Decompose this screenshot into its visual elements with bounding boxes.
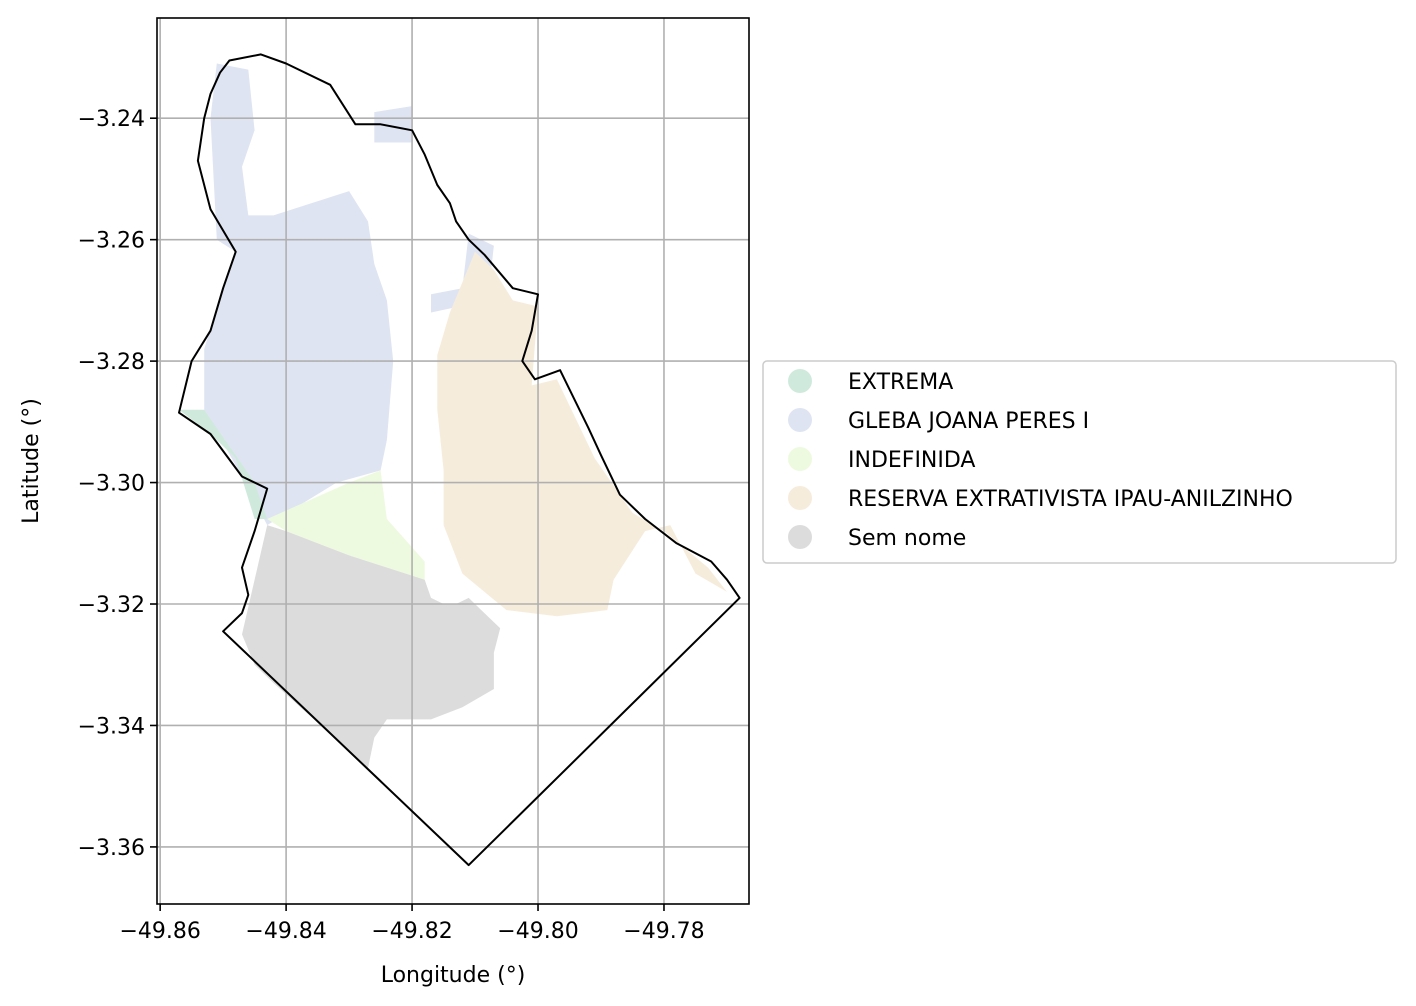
municipality-boundary xyxy=(178,53,741,867)
legend-marker-0 xyxy=(788,369,812,393)
y-axis-title: Latitude (°) xyxy=(19,398,44,524)
y-tick-label-0: −3.24 xyxy=(78,107,145,132)
x-axis-title: Longitude (°) xyxy=(381,963,526,988)
x-tick-label-0: −49.86 xyxy=(119,919,200,944)
y-tick-label-1: −3.26 xyxy=(78,229,145,254)
legend-marker-1 xyxy=(788,408,812,432)
y-axis: −3.24 −3.26 −3.28 −3.30 −3.32 −3.34 −3.36 xyxy=(78,107,157,861)
x-tick-label-4: −49.78 xyxy=(623,919,704,944)
legend-marker-4 xyxy=(788,525,812,549)
x-tick-label-2: −49.82 xyxy=(371,919,452,944)
region-gleba-joana-peres-i-1 xyxy=(374,106,413,143)
plot-frame xyxy=(156,17,750,905)
y-tick-label-4: −3.32 xyxy=(78,593,145,618)
legend-marker-3 xyxy=(788,486,812,510)
boundary-layer xyxy=(178,53,741,867)
legend-frame xyxy=(762,360,1397,564)
grid-layer xyxy=(157,18,749,904)
region-gleba-joana-peres-i-0 xyxy=(204,63,394,526)
legend-label-0: EXTREMA xyxy=(848,370,953,395)
y-tick-label-6: −3.36 xyxy=(78,836,145,861)
region-reserva-extrativista-ipau-anilzinho-5 xyxy=(437,251,727,617)
x-axis: −49.86 −49.84 −49.82 −49.80 −49.78 xyxy=(119,904,705,944)
legend-label-3: RESERVA EXTRATIVISTA IPAU-ANILZINHO xyxy=(848,487,1293,512)
legend-label-4: Sem nome xyxy=(848,526,966,551)
x-tick-label-3: −49.80 xyxy=(497,919,578,944)
legend: EXTREMA GLEBA JOANA PERES I INDEFINIDA RESE… xyxy=(762,360,1397,564)
legend-marker-2 xyxy=(788,447,812,471)
region-sem-nome-6 xyxy=(242,525,501,768)
x-tick-label-1: −49.84 xyxy=(245,919,326,944)
y-tick-label-3: −3.30 xyxy=(78,472,145,497)
region-indefinida-4 xyxy=(267,470,425,580)
legend-label-2: INDEFINIDA xyxy=(848,448,975,473)
region-extrema-3 xyxy=(179,409,268,519)
y-tick-label-2: −3.28 xyxy=(78,350,145,375)
legend-label-1: GLEBA JOANA PERES I xyxy=(848,409,1089,434)
y-tick-label-5: −3.34 xyxy=(78,714,145,739)
regions-layer xyxy=(179,63,727,768)
